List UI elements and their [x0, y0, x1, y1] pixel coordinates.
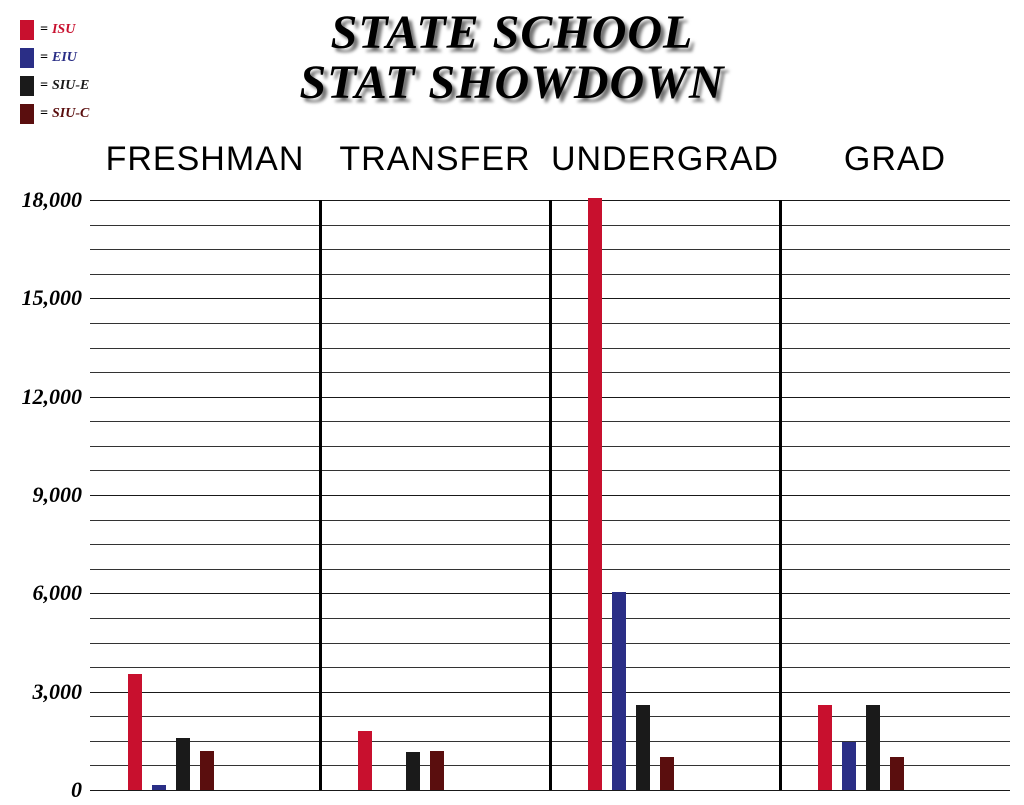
- ylabel-4: 12,000: [0, 384, 82, 410]
- title: STATE SCHOOL STAT SHOWDOWN: [0, 8, 1024, 109]
- chart-area: [90, 200, 1010, 790]
- ylabel-6: 18,000: [0, 187, 82, 213]
- ylabel-2: 6,000: [0, 580, 82, 606]
- category-header-transfer: TRANSFER: [339, 140, 530, 179]
- category-headers: FRESHMAN TRANSFER UNDERGRAD GRAD: [90, 140, 1024, 200]
- category-header-undergrad: UNDERGRAD: [551, 140, 779, 179]
- infographic-root: = ISU = EIU = SIU-E = SIU-C STATE SCHOOL…: [0, 0, 1024, 805]
- bar-freshman-eiu: [152, 785, 166, 790]
- bar-grad-siuc: [890, 757, 904, 790]
- bar-freshman-siue: [176, 738, 190, 790]
- bar-undergrad-eiu: [612, 592, 626, 790]
- bar-undergrad-siuc: [660, 757, 674, 790]
- bar-transfer-isu: [358, 731, 372, 790]
- title-line-1: STATE SCHOOL: [0, 8, 1024, 58]
- category-header-grad: GRAD: [844, 140, 946, 179]
- bar-grad-siue: [866, 705, 880, 790]
- bar-undergrad-siue: [636, 705, 650, 790]
- bar-transfer-siuc: [430, 751, 444, 790]
- ylabel-5: 15,000: [0, 285, 82, 311]
- group-separator: [779, 200, 782, 790]
- category-header-freshman: FRESHMAN: [106, 140, 305, 179]
- bar-grad-eiu: [842, 742, 856, 790]
- bar-transfer-siue: [406, 752, 420, 790]
- bar-freshman-isu: [128, 674, 142, 790]
- ylabel-3: 9,000: [0, 482, 82, 508]
- bar-freshman-siuc: [200, 751, 214, 790]
- y-axis-labels: 0 3,000 6,000 9,000 12,000 15,000 18,000: [0, 200, 88, 790]
- title-line-2: STAT SHOWDOWN: [0, 58, 1024, 108]
- ylabel-0: 0: [0, 777, 82, 803]
- group-separator: [549, 200, 552, 790]
- bar-grad-isu: [818, 705, 832, 790]
- group-separator: [319, 200, 322, 790]
- gridline: [90, 790, 1010, 791]
- bar-undergrad-isu: [588, 198, 602, 790]
- ylabel-1: 3,000: [0, 679, 82, 705]
